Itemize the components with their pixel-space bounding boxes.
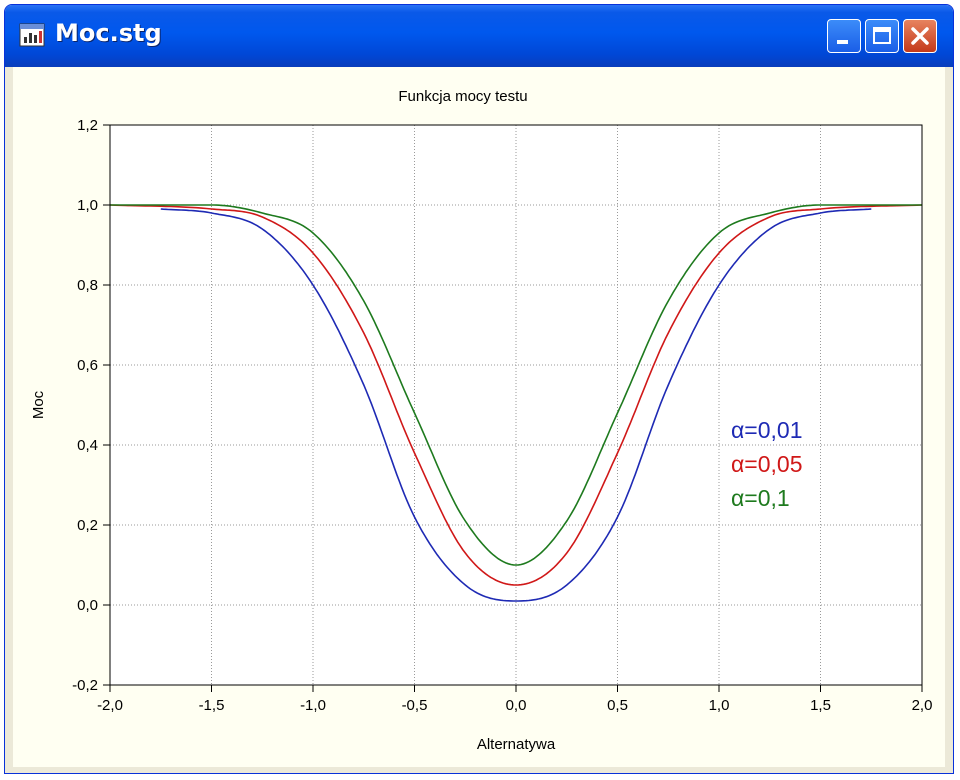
chart-window: Moc.stg Funkcja mocy testu Alternatywa M… [4, 4, 954, 774]
y-axis-label: Moc [30, 390, 47, 419]
series-line-1 [160, 208, 872, 602]
minimize-button[interactable] [827, 19, 861, 53]
x-tick-label: 1,5 [810, 697, 831, 714]
y-tick-label: 0,2 [77, 517, 98, 534]
x-axis-label: Alternatywa [477, 736, 556, 753]
x-tick-label: -1,0 [300, 697, 326, 714]
legend-label: α=0,1 [731, 485, 790, 511]
y-tick-label: 0,8 [77, 277, 98, 294]
maximize-button[interactable] [865, 19, 899, 53]
x-tick-label: -2,0 [97, 697, 123, 714]
chart-window-icon [19, 23, 45, 47]
chart-title: Funkcja mocy testu [398, 88, 527, 105]
y-tick-label: 0,0 [77, 597, 98, 614]
series-line-2 [109, 204, 923, 586]
legend-label: α=0,01 [731, 417, 803, 443]
close-button[interactable] [903, 19, 937, 53]
x-tick-label: 1,0 [709, 697, 730, 714]
minimize-icon [837, 40, 848, 44]
legend-item-alpha-005: α=0,05 [731, 451, 803, 478]
y-tick-label: 0,4 [77, 437, 98, 454]
x-tick-label: 2,0 [912, 697, 933, 714]
title-bar[interactable]: Moc.stg [5, 5, 953, 67]
y-tick-label: 1,0 [77, 197, 98, 214]
legend-label: α=0,05 [731, 451, 803, 477]
chart-area: Funkcja mocy testu Alternatywa Moc -2,0 -… [13, 67, 945, 767]
x-tick-label: -1,5 [199, 697, 225, 714]
plot-frame [109, 124, 923, 686]
close-icon [911, 27, 929, 45]
y-tick-label: -0,2 [72, 677, 98, 694]
y-tick-label: 0,6 [77, 357, 98, 374]
y-tick-label: 1,2 [77, 117, 98, 134]
legend-item-alpha-01: α=0,1 [731, 485, 790, 512]
legend-item-alpha-001: α=0,01 [731, 417, 803, 444]
maximize-icon [873, 27, 891, 44]
power-function-chart: Funkcja mocy testu Alternatywa Moc -2,0 -… [30, 88, 933, 753]
x-tick-label: 0,5 [607, 697, 628, 714]
x-tick-label: 0,0 [506, 697, 527, 714]
series-line-3 [110, 204, 922, 566]
x-tick-label: -0,5 [402, 697, 428, 714]
window-title: Moc.stg [55, 19, 162, 47]
